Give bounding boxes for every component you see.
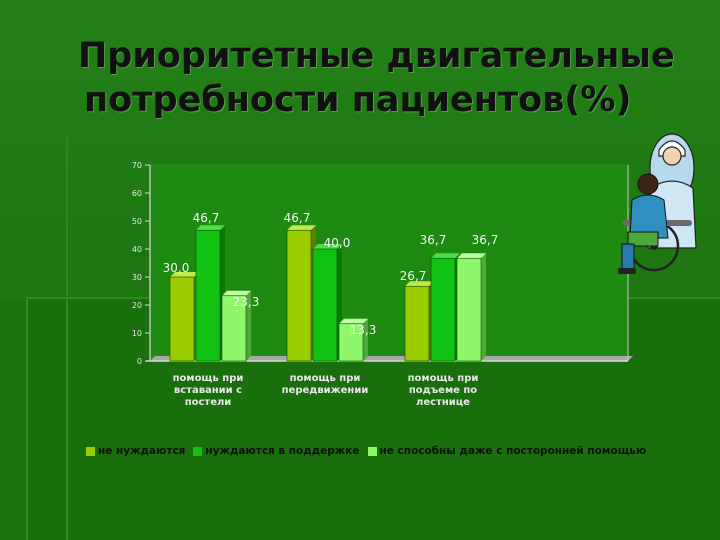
chart-legend: не нуждаются нуждаются в поддержке не сп… [86,441,646,461]
bar-side-3-2 [363,318,368,361]
y-tick-label-6: 60 [132,189,142,198]
y-tick-label-1: 10 [132,329,142,338]
y-tick-label-7: 70 [132,161,142,170]
data-label-series-3-category-2: 13,3 [350,323,377,337]
bar-series-3-category-2 [338,323,364,362]
legend-label-series-1: не нуждаются [98,445,186,457]
bar-top-1-3 [405,281,434,287]
x-category-label-3-line-2: подъеме по [409,385,477,396]
bar-series-3-category-3 [456,257,482,362]
legend-swatch-series-2 [193,446,203,456]
legend-item-series-3: не способны даже с посторонней помощью [367,445,647,457]
bar-top-2-1 [196,225,225,231]
legend-item-series-1: не нуждаются [86,445,185,457]
bar-series-1-category-3 [404,285,430,362]
y-tick-label-0: 0 [137,357,142,366]
y-tick-label-2: 20 [132,301,142,310]
y-tick-label-5: 50 [132,217,142,226]
decor-vertical-line [66,135,68,540]
data-label-series-1-category-1: 30,0 [163,261,190,275]
data-label-series-2-category-2: 40,0 [324,236,351,250]
slide-title-line-2: потребности пациентов(%) [84,80,632,120]
data-label-series-3-category-1: 23,3 [233,295,260,309]
bar-top-2-2 [313,244,342,249]
legend-label-series-3: не способны даже с посторонней помощью [379,445,647,457]
legend-swatch-series-3 [367,446,377,456]
bar-top-2-3 [431,253,460,259]
nurse-wheelchair-clipart-icon [618,133,697,274]
bar-series-1-category-2 [286,229,312,362]
data-label-series-3-category-3: 36,7 [472,233,499,247]
x-category-label-3-line-1: помощь при [408,373,479,384]
bar-series-2-category-2 [312,248,338,362]
bar-series-1-category-1 [169,276,195,362]
x-category-label-2-line-1: помощь при [290,373,361,384]
data-label-series-2-category-3: 36,7 [420,233,447,247]
x-category-label-1-line-3: постели [185,397,232,408]
y-tick-label-4: 40 [132,245,142,254]
bar-series-3-category-1 [221,295,247,362]
bar-top-1-1 [170,272,199,277]
slide-title-line-1: Приоритетные двигательные [78,36,675,76]
x-category-label-1-line-1: помощь при [173,373,244,384]
legend-item-series-2: нуждаются в поддержке [193,445,360,457]
bar-series-2-category-3 [430,257,456,362]
x-category-label-3-line-3: лестнице [416,397,470,408]
decor-left-bar [0,298,28,540]
x-category-label-1-line-2: вставании с [174,385,242,396]
data-label-series-1-category-3: 26,7 [400,269,427,283]
bar-side-3-1 [246,290,251,361]
data-label-series-2-category-1: 46,7 [193,211,220,225]
y-tick-label-3: 30 [132,273,142,282]
data-label-series-1-category-2: 46,7 [284,211,311,225]
x-category-label-2-line-2: передвижении [282,385,369,396]
bar-top-3-2 [339,318,368,324]
bar-top-3-1 [222,290,251,296]
legend-swatch-series-1 [86,446,95,456]
bar-top-1-2 [287,225,316,231]
slide-title: Приоритетные двигательные потребности па… [40,34,690,122]
bar-series-2-category-1 [195,229,221,362]
bar-top-3-3 [457,253,486,259]
bar-side-3-3 [481,253,486,361]
chart-floor [150,356,633,361]
legend-label-series-2: нуждаются в поддержке [205,445,360,457]
